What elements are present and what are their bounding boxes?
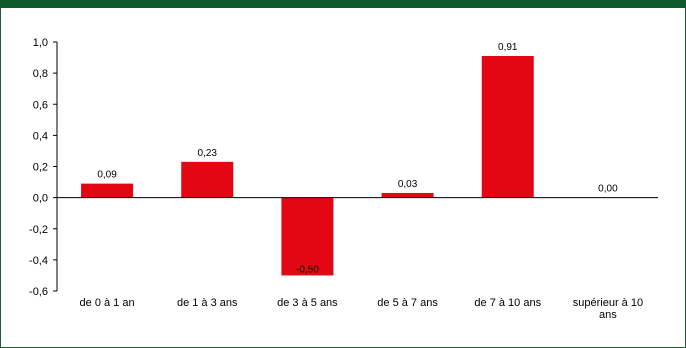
- bars: [81, 56, 534, 276]
- bar: [481, 56, 534, 198]
- data-label: -0,50: [296, 264, 319, 275]
- y-tick-label: -0,4: [29, 255, 48, 267]
- data-label: 0,03: [398, 179, 418, 190]
- y-tick-label: 1,0: [33, 37, 48, 49]
- y-axis: 1,0 0,8 0,6 0,4 0,2 0,0 -0,2 -0,4 -0,6: [29, 37, 58, 298]
- x-axis-categories: de 0 à 1 an de 1 à 3 ans de 3 à 5 ans de 5 …: [80, 297, 644, 321]
- data-label: 0,09: [97, 170, 117, 181]
- y-tick-label: -0,2: [29, 224, 48, 236]
- data-labels: 0,09 0,23 -0,50 0,03 0,91 0,00: [97, 42, 618, 275]
- y-tick-label: -0,6: [29, 286, 48, 298]
- y-tick-label: 0,6: [33, 99, 48, 111]
- bar: [381, 192, 434, 198]
- category-label: de 0 à 1 an: [80, 297, 135, 309]
- data-label: 0,23: [198, 148, 218, 159]
- category-label: de 3 à 5 ans: [277, 297, 338, 309]
- category-label: de 7 à 10 ans: [474, 297, 541, 309]
- category-label: de 1 à 3 ans: [177, 297, 238, 309]
- category-label: de 5 à 7 ans: [377, 297, 438, 309]
- bar: [281, 197, 334, 276]
- data-label: 0,91: [498, 42, 518, 53]
- header-bar: [0, 0, 686, 8]
- y-tick-label: 0,4: [33, 130, 48, 142]
- y-tick-label: 0,2: [33, 162, 48, 174]
- y-tick-label: 0,0: [33, 193, 48, 205]
- data-label: 0,00: [598, 184, 618, 195]
- bar: [181, 161, 234, 198]
- category-label: supérieur à 10 ans: [573, 297, 643, 321]
- bar: [81, 183, 134, 198]
- y-tick-label: 0,8: [33, 68, 48, 80]
